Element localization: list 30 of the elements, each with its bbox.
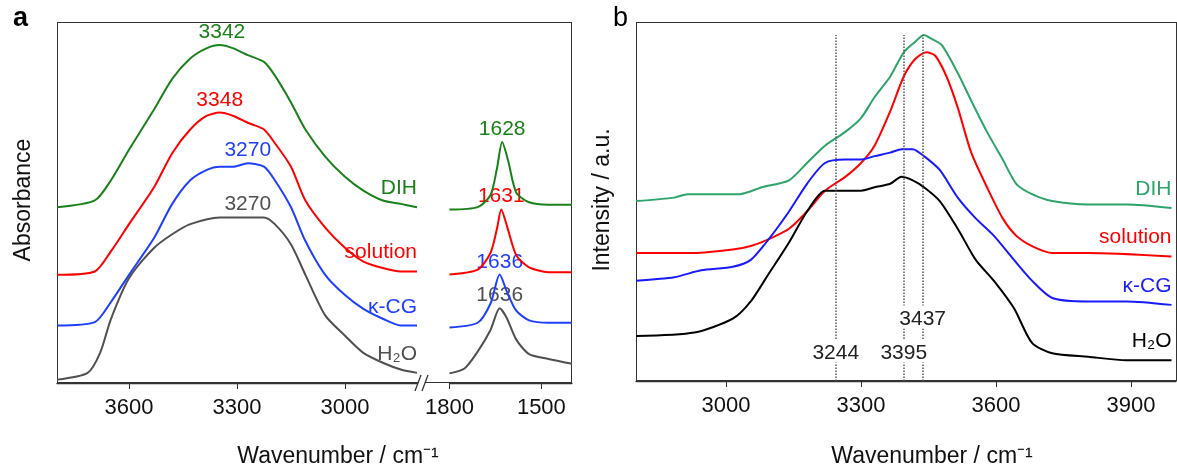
series-label: DIH [1135,176,1172,199]
x-tick-label: 3600 [104,393,154,419]
y-axis-title: Intensity / a.u. [588,128,614,272]
x-tick-label: 1800 [424,393,474,419]
series-label: κ-CG [1122,272,1172,296]
annotation: 3348 [196,86,244,110]
series-label: DIH [380,175,417,199]
x-axis-title: Wavenumber / cm⁻¹ [237,442,440,468]
x-axis-title: Wavenumber / cm⁻¹ [831,442,1034,468]
x-tick-label: 3000 [320,393,370,419]
x-tick-label: 3900 [1106,391,1156,417]
series-label: H₂O [1131,328,1172,352]
ref-line-label: 3395 [880,339,928,363]
y-axis-title: Absorbance [9,138,35,262]
x-tick-label: 3300 [212,393,262,419]
series-label: κ-CG [368,293,417,317]
chart-title: b [613,1,629,32]
series-label: H₂O [377,340,417,364]
x-tick-label: 3600 [971,391,1021,417]
annotation: 1628 [478,116,526,139]
series-label: solution [1099,224,1172,248]
chart-title: a [13,1,29,32]
x-tick-label: 3300 [836,391,886,417]
annotation: 3342 [198,19,246,42]
annotation: 3270 [224,191,272,215]
ref-line-label: 3244 [812,339,860,363]
annotation: 3270 [224,137,272,161]
x-tick-label: 3000 [701,391,751,417]
ref-line-label: 3437 [899,305,947,329]
x-tick-label: 1500 [516,393,566,419]
